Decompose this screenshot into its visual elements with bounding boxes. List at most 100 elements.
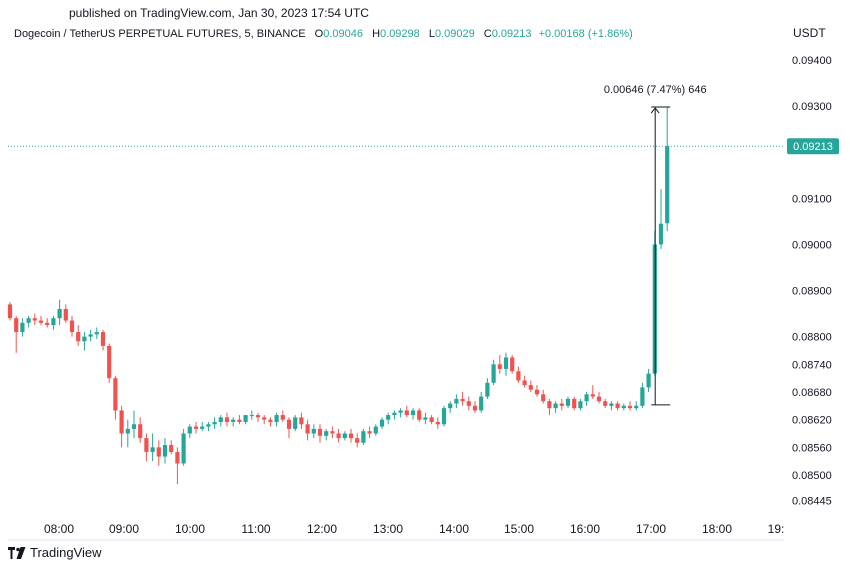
candle-body: [454, 398, 459, 404]
candle: [20, 318, 25, 337]
candle-body: [38, 320, 44, 323]
y-tick-label: 0.09000: [792, 239, 832, 251]
candle: [634, 401, 639, 411]
candle: [26, 315, 31, 328]
candle-body: [144, 438, 149, 452]
candle-body: [547, 401, 552, 409]
candle: [590, 385, 595, 399]
candle-body: [69, 320, 75, 333]
candle-body: [268, 419, 273, 422]
measure-tool[interactable]: 0.00646 (7.47%) 646: [604, 84, 707, 406]
y-tick-label: 0.08445: [792, 495, 832, 507]
candle: [107, 343, 112, 383]
candle-body: [565, 398, 571, 406]
tradingview-footer[interactable]: TradingView: [8, 545, 102, 560]
candle: [615, 401, 620, 411]
candle-body: [218, 417, 223, 422]
candle: [559, 398, 564, 411]
candle-body: [559, 403, 564, 406]
candle: [131, 410, 137, 439]
candle-body: [156, 447, 161, 457]
low-label: L: [428, 28, 435, 40]
candle: [367, 426, 372, 439]
candle: [243, 415, 248, 425]
candle: [76, 325, 81, 346]
change-value: +0.00168 (+1.86%): [538, 28, 633, 40]
y-tick-label: 0.08800: [792, 332, 832, 344]
candle: [7, 302, 13, 321]
candle-body: [404, 410, 409, 416]
y-tick-label: 0.08740: [792, 359, 832, 371]
candle: [441, 405, 447, 427]
x-tick-label: 18:00: [702, 522, 732, 536]
candle-body: [658, 223, 664, 245]
candle-body: [386, 415, 391, 420]
candle-body: [553, 403, 558, 409]
candle: [82, 332, 87, 351]
candle: [627, 401, 633, 411]
candle: [547, 398, 552, 416]
candle-body: [441, 408, 447, 425]
candle: [100, 329, 106, 351]
high-label: H: [372, 28, 381, 40]
x-tick-label: 08:00: [44, 522, 74, 536]
candle: [336, 428, 341, 443]
candle-body: [20, 322, 25, 333]
candle: [330, 426, 335, 439]
candle: [578, 398, 583, 411]
candle: [262, 415, 267, 425]
candle: [485, 378, 490, 399]
candle: [212, 417, 217, 429]
candle: [435, 417, 440, 429]
close-value: 0.09213: [491, 28, 532, 40]
candle: [361, 428, 366, 446]
candle: [497, 355, 502, 374]
candle-body: [541, 394, 546, 402]
candle: [69, 315, 75, 337]
low-value: 0.09029: [434, 28, 475, 40]
candle: [572, 396, 577, 411]
candle-body: [503, 357, 509, 369]
candle-body: [392, 412, 397, 416]
candle-body: [534, 389, 540, 395]
candle: [144, 433, 149, 462]
y-tick-label: 0.09300: [792, 101, 832, 113]
candle: [404, 405, 409, 418]
candle-body: [100, 332, 106, 346]
x-tick-label: 09:00: [109, 522, 139, 536]
candle: [45, 318, 50, 328]
candle: [324, 428, 329, 441]
candle: [373, 424, 378, 436]
candle-body: [373, 426, 378, 434]
candle-body: [448, 403, 453, 409]
measure-arrow-icon: [650, 107, 660, 114]
candle: [491, 359, 496, 386]
candle: [156, 440, 161, 466]
candle-body: [516, 371, 521, 381]
candle: [299, 412, 304, 429]
candle-body: [324, 431, 329, 436]
price-axis[interactable]: 0.09400 0.09300 0.09213 0.09100 0.09000 0.089…: [787, 55, 839, 507]
x-tick-label: 15:00: [504, 522, 534, 536]
candle-body: [237, 419, 242, 422]
candle: [94, 327, 99, 339]
candle: [348, 428, 354, 443]
candle-body: [435, 421, 440, 425]
candle: [379, 417, 385, 429]
candle: [609, 401, 614, 411]
candle-body: [181, 433, 186, 464]
candle-body: [293, 417, 298, 429]
candle: [311, 424, 316, 439]
candle: [472, 401, 478, 413]
candle-body: [621, 405, 626, 409]
candle-body: [7, 304, 13, 319]
candle-body: [603, 401, 608, 406]
candle: [181, 428, 186, 466]
y-tick-label: 0.08560: [792, 442, 832, 454]
measure-label: 0.00646 (7.47%) 646: [604, 84, 707, 96]
candle: [522, 375, 527, 388]
time-axis[interactable]: 08:00 09:00 10:00 11:00 12:00 13:00 14:00 15:00…: [44, 522, 784, 536]
candle: [355, 433, 360, 448]
candle: [466, 396, 471, 411]
